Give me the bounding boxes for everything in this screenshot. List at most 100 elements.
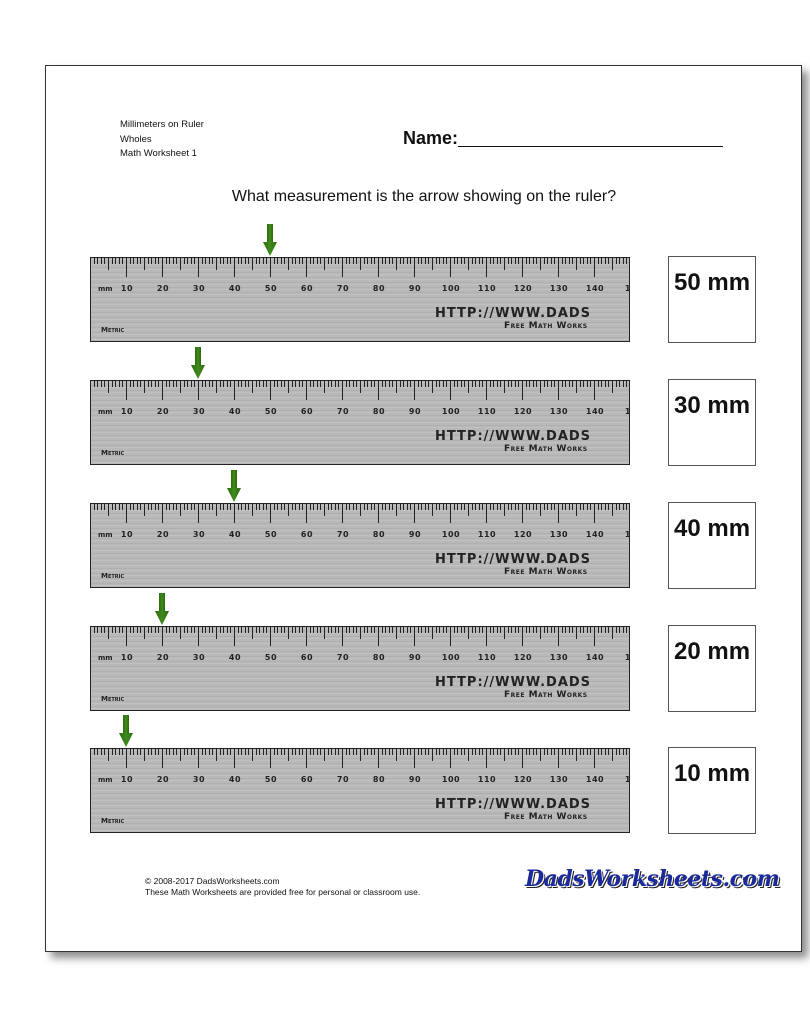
ruler-tick [180,749,181,761]
ruler-tick [378,381,379,400]
ruler-tick [442,749,444,755]
arrow-down-icon [227,470,241,503]
ruler-tick [554,504,556,510]
ruler-tick [244,258,246,264]
ruler-tick [187,504,189,510]
ruler-tick [230,504,232,510]
ruler-tick [266,258,268,264]
ruler-label: 50 [264,775,278,784]
ruler-tick [273,749,275,755]
ruler-tick [277,627,279,633]
ruler-tick [295,504,297,510]
ruler-tick [93,749,95,755]
ruler-tick [108,504,109,516]
ruler-tick [316,381,318,387]
answer-box[interactable]: 10 mm [668,747,756,834]
ruler-tick [237,627,239,633]
ruler-tick [284,504,286,510]
ruler-tick [277,749,279,755]
answer-box[interactable]: 30 mm [668,379,756,466]
ruler-tick [493,627,495,633]
ruler-tick [309,381,311,387]
answer-box[interactable]: 20 mm [668,625,756,712]
ruler-label: 70 [336,407,350,416]
ruler-tick [622,381,624,387]
ruler-tick [406,381,408,387]
ruler-tick [374,749,376,755]
ruler-tick [378,627,379,646]
ruler-label: 120 [513,407,533,416]
ruler-tick [208,627,210,633]
ruler-label: 20 [156,653,170,662]
ruler-label: 50 [264,530,278,539]
ruler-tick [118,749,120,755]
ruler-tick [129,504,131,510]
ruler-tick [334,258,336,264]
ruler-tick [327,258,329,264]
ruler-tick [489,381,491,387]
ruler-tick [118,381,120,387]
ruler-label: 110 [477,653,497,662]
ruler-tick [532,627,534,633]
ruler-tick [324,381,325,393]
ruler-tick [306,504,307,523]
ruler-tick [370,749,372,755]
ruler-tick [190,627,192,633]
ruler-tick [90,258,91,277]
ruler-tick [388,258,390,264]
ruler-tick [338,381,340,387]
ruler-tick [576,627,577,639]
ruler-tick [176,381,178,387]
ruler-tick [453,504,455,510]
ruler-tick [518,749,520,755]
ruler-tick [615,749,617,755]
ruler-tick [172,627,174,633]
ruler-tick [201,627,203,633]
ruler-tick [111,504,113,510]
ruler-tick [205,627,207,633]
ruler-tick [428,381,430,387]
ruler-tick [334,749,336,755]
ruler-label: 110 [477,407,497,416]
ruler-tick [176,627,178,633]
ruler-tick [450,749,451,768]
ruler-tick [626,749,628,755]
ruler-tick [212,627,214,633]
ruler-tick [259,627,261,633]
ruler-tick [352,258,354,264]
ruler-tick [406,749,408,755]
name-field-line[interactable] [458,146,723,147]
answer-box[interactable]: 50 mm [668,256,756,343]
ruler-label: 40 [228,284,242,293]
ruler-tick [468,749,469,761]
ruler-tick [565,627,567,633]
ruler-tick [270,504,271,523]
ruler-tick [291,504,293,510]
ruler-tick [554,381,556,387]
ruler-tick [435,381,437,387]
ruler-label: 20 [156,284,170,293]
ruler-tick [511,627,513,633]
ruler-tick [381,381,383,387]
ruler-label: 30 [192,653,206,662]
ruler-tick [309,627,311,633]
ruler-tick [288,749,289,761]
ruler-tick [291,749,293,755]
ruler-tick [424,627,426,633]
ruler-tick [208,504,210,510]
ruler-tick [234,749,235,768]
ruler-tick [579,504,581,510]
ruler-label: 60 [300,407,314,416]
ruler-tick [439,749,441,755]
ruler-tick [414,381,415,400]
ruler-label: 50 [264,653,278,662]
ruler-tick [360,381,361,393]
ruler-tick [270,749,271,768]
ruler-label: 50 [264,284,278,293]
ruler-tick [151,381,153,387]
arrow-down-icon [263,224,277,257]
ruler-tick [172,749,174,755]
ruler-tick [151,504,153,510]
ruler-tick [421,627,423,633]
answer-box[interactable]: 40 mm [668,502,756,589]
